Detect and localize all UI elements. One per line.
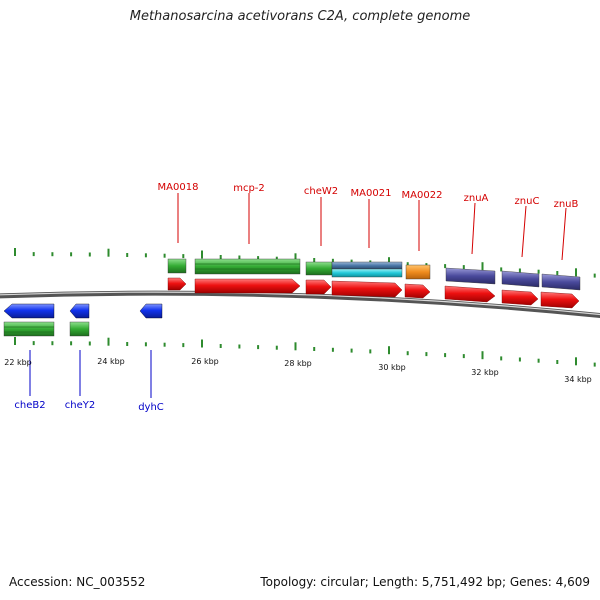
feature-mcp2-box[interactable]: [194, 258, 301, 275]
feature-ma0021-box-bottom[interactable]: [331, 268, 403, 278]
forward-features: [167, 258, 581, 291]
gene-label-ma0021[interactable]: MA0021: [351, 188, 392, 199]
cds-arrow-dyhc[interactable]: [139, 303, 163, 319]
cds-arrow-ma0018[interactable]: [167, 277, 187, 291]
feature-chey2-box[interactable]: [69, 321, 90, 337]
reverse-label-leaders: [29, 350, 152, 398]
scale-label-24kbp: 24 kbp: [97, 357, 125, 366]
gene-label-chew2[interactable]: cheW2: [304, 186, 338, 197]
feature-cheb2-box[interactable]: [3, 321, 55, 337]
scale-label-26kbp: 26 kbp: [191, 357, 219, 366]
genome-backbone-highlight: [0, 291, 600, 316]
scale-label-32kbp: 32 kbp: [471, 368, 499, 377]
gene-label-cheb2[interactable]: cheB2: [14, 400, 45, 411]
cds-arrow-mcp2[interactable]: [194, 278, 301, 294]
scale-label-22kbp: 22 kbp: [4, 358, 32, 367]
forward-label-leaders: [177, 193, 567, 261]
scale-label-34kbp: 34 kbp: [564, 375, 592, 384]
gene-label-dyhc[interactable]: dyhC: [138, 402, 164, 413]
cds-arrow-ma0021[interactable]: [331, 280, 403, 298]
feature-ma0021-box-top[interactable]: [331, 261, 403, 270]
feature-znuc-box[interactable]: [501, 270, 540, 288]
cds-arrow-ma0022[interactable]: [404, 283, 431, 299]
gene-label-znub[interactable]: znuB: [554, 199, 579, 210]
map-title: Methanosarcina acetivorans C2A, complete…: [129, 9, 471, 24]
reverse-cds-arrows: [3, 303, 163, 319]
feature-ma0022-box[interactable]: [405, 264, 431, 280]
feature-ma0018-box[interactable]: [167, 258, 187, 274]
gene-label-ma0022[interactable]: MA0022: [402, 190, 443, 201]
gene-label-znua[interactable]: znuA: [464, 193, 489, 204]
reverse-gene-labels: cheB2 cheY2 dyhC: [14, 400, 163, 413]
forward-gene-labels: MA0018 mcp-2 cheW2 MA0021 MA0022 znuA zn…: [158, 182, 579, 210]
forward-cds-arrows: [167, 277, 580, 309]
gene-label-ma0018[interactable]: MA0018: [158, 182, 199, 193]
cds-arrow-znub[interactable]: [540, 291, 580, 309]
gene-label-mcp2[interactable]: mcp-2: [233, 183, 265, 194]
accession-text: Accession: NC_003552: [9, 575, 146, 589]
feature-chew2-box[interactable]: [305, 261, 333, 276]
cds-arrow-chew2[interactable]: [305, 279, 332, 295]
feature-znua-box[interactable]: [445, 267, 496, 285]
cds-arrow-cheb2[interactable]: [3, 303, 55, 319]
reverse-features: [3, 321, 90, 337]
gene-label-znuc[interactable]: znuC: [515, 196, 540, 207]
genome-backbone: [0, 290, 600, 319]
scale-labels: 22 kbp 24 kbp 26 kbp 28 kbp 30 kbp 32 kb…: [4, 357, 592, 384]
gene-label-chey2[interactable]: cheY2: [65, 400, 95, 411]
feature-znub-box[interactable]: [541, 273, 581, 291]
cds-arrow-znua[interactable]: [444, 285, 496, 303]
scale-label-30kbp: 30 kbp: [378, 363, 406, 372]
genome-stats-text: Topology: circular; Length: 5,751,492 bp…: [260, 575, 590, 589]
scale-label-28kbp: 28 kbp: [284, 359, 312, 368]
cds-arrow-znuc[interactable]: [501, 289, 539, 306]
bottom-ticks: [14, 337, 596, 367]
cds-arrow-chey2[interactable]: [69, 303, 90, 319]
